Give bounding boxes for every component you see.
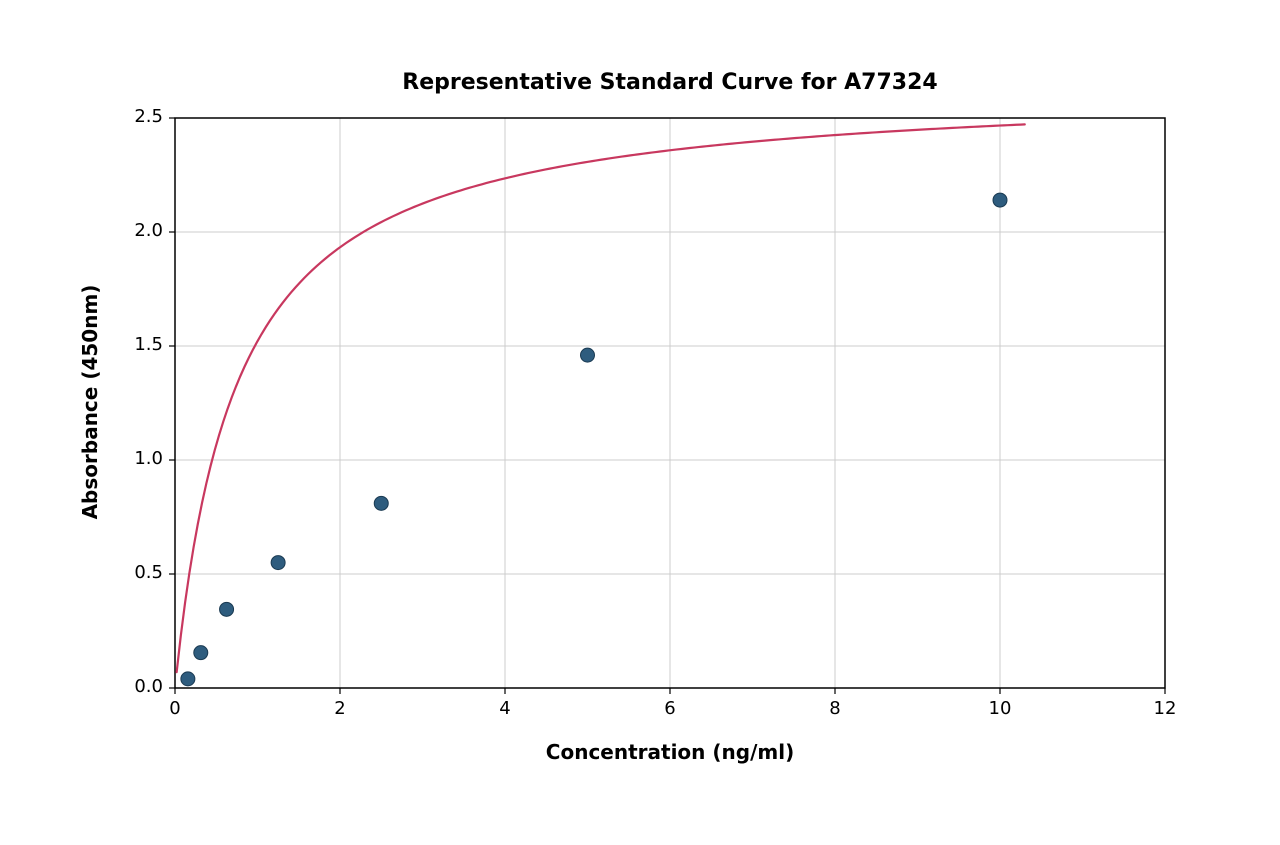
y-tick-label: 1.5 <box>134 334 163 355</box>
y-tick-label: 1.0 <box>134 448 163 469</box>
x-tick-label: 8 <box>805 698 865 719</box>
x-tick-label: 0 <box>145 698 205 719</box>
x-tick-label: 12 <box>1135 698 1195 719</box>
x-tick-label: 10 <box>970 698 1030 719</box>
y-tick-label: 0.5 <box>134 562 163 583</box>
x-tick-label: 6 <box>640 698 700 719</box>
x-tick-label: 2 <box>310 698 370 719</box>
x-tick-label: 4 <box>475 698 535 719</box>
y-tick-label: 2.0 <box>134 220 163 241</box>
y-tick-label: 0.0 <box>134 676 163 697</box>
chart-container: Representative Standard Curve for A77324… <box>0 0 1280 845</box>
y-tick-label: 2.5 <box>134 106 163 127</box>
